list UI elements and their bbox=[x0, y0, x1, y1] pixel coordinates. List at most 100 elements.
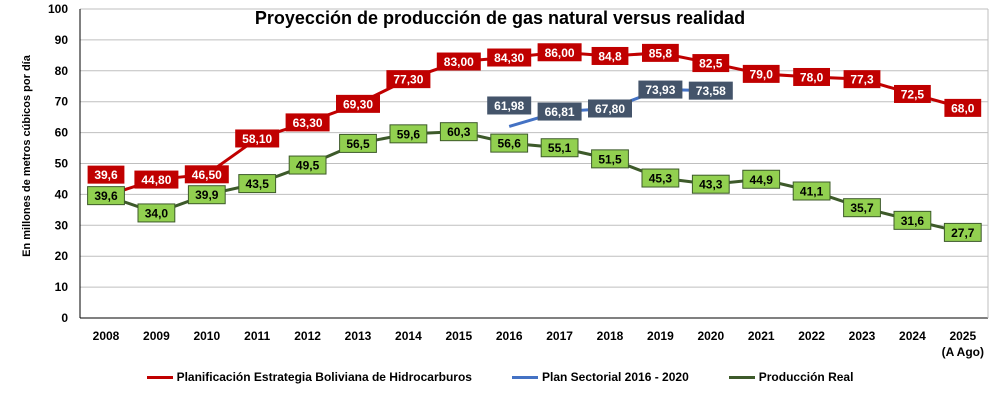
data-label: 79,0 bbox=[742, 64, 780, 83]
x-tick-label: 2010 bbox=[193, 329, 220, 343]
data-label: 77,3 bbox=[843, 70, 881, 89]
data-label-box bbox=[638, 80, 683, 99]
data-label: 68,0 bbox=[944, 98, 982, 117]
data-label-box bbox=[386, 70, 431, 89]
data-label-text: 58,10 bbox=[242, 132, 272, 146]
data-label-box bbox=[540, 138, 579, 158]
data-label-text: 45,3 bbox=[649, 172, 673, 186]
data-label-box bbox=[642, 43, 679, 62]
data-label-text: 66,81 bbox=[545, 105, 575, 119]
data-label: 27,7 bbox=[943, 222, 982, 242]
data-label-text: 82,5 bbox=[699, 57, 723, 71]
data-label: 43,3 bbox=[691, 174, 730, 194]
y-tick-label: 30 bbox=[55, 218, 69, 232]
data-label-box bbox=[843, 70, 881, 89]
legend-swatch bbox=[728, 375, 755, 379]
y-tick-label: 90 bbox=[55, 33, 69, 47]
data-label-text: 63,30 bbox=[293, 116, 323, 130]
x-tick-label: 2011 bbox=[244, 329, 270, 343]
data-label-text: 44,9 bbox=[750, 173, 774, 187]
data-label-box bbox=[641, 168, 680, 188]
data-label-box bbox=[792, 181, 831, 201]
data-label-box bbox=[439, 122, 478, 142]
data-label-box bbox=[336, 94, 380, 113]
y-tick-label: 50 bbox=[55, 157, 69, 171]
y-tick-label: 100 bbox=[48, 2, 68, 16]
x-tick-label: 2009 bbox=[143, 329, 170, 343]
legend-swatch bbox=[146, 375, 173, 379]
x-tick-note: (A Ago) bbox=[942, 345, 984, 359]
data-label: 56,6 bbox=[490, 133, 529, 153]
data-label-text: 77,30 bbox=[393, 73, 423, 87]
data-label: 67,80 bbox=[588, 99, 632, 118]
data-label-box bbox=[487, 48, 532, 67]
data-label: 39,6 bbox=[87, 186, 125, 206]
chart-title: Proyección de producción de gas natural … bbox=[254, 8, 746, 28]
data-label: 59,6 bbox=[389, 124, 428, 144]
legend-item-plan-sectorial: Plan Sectorial 2016 - 2020 bbox=[511, 370, 689, 384]
data-label-text: 31,6 bbox=[901, 214, 925, 228]
data-label: 66,81 bbox=[537, 102, 582, 121]
data-label-box bbox=[692, 54, 730, 73]
data-label-text: 49,5 bbox=[296, 159, 320, 173]
data-label-box bbox=[235, 129, 280, 148]
data-label-box bbox=[288, 155, 327, 175]
data-label-box bbox=[389, 124, 428, 144]
legend-swatch bbox=[511, 375, 538, 379]
series-line bbox=[105, 130, 964, 234]
x-tick-label: 2021 bbox=[748, 329, 775, 343]
y-axis-label: En millones de metros cúbicos por día bbox=[21, 55, 33, 257]
data-label: 69,30 bbox=[336, 94, 380, 113]
data-label-box bbox=[742, 64, 780, 83]
y-tick-label: 70 bbox=[55, 95, 69, 109]
data-label: 46,50 bbox=[184, 165, 229, 184]
data-label-text: 60,3 bbox=[447, 125, 471, 139]
data-label-text: 72,5 bbox=[901, 87, 925, 101]
x-tick-label: 2013 bbox=[345, 329, 372, 343]
data-label-box bbox=[591, 149, 629, 169]
x-tick-label: 2018 bbox=[597, 329, 624, 343]
data-label-text: 46,50 bbox=[192, 168, 222, 182]
legend-label: Plan Sectorial 2016 - 2020 bbox=[541, 370, 689, 384]
data-label-box bbox=[184, 165, 229, 184]
data-label-box bbox=[87, 165, 125, 184]
data-label-text: 78,0 bbox=[800, 70, 824, 84]
x-tick-label: 2019 bbox=[647, 329, 674, 343]
data-label-text: 77,3 bbox=[850, 73, 874, 87]
data-label: 51,5 bbox=[591, 149, 629, 169]
data-label-text: 35,7 bbox=[850, 201, 874, 215]
y-tick-label: 0 bbox=[61, 311, 68, 325]
y-tick-label: 60 bbox=[55, 126, 69, 140]
data-label-text: 85,8 bbox=[649, 46, 673, 60]
data-label-text: 51,5 bbox=[598, 152, 622, 166]
data-label-text: 44,80 bbox=[141, 173, 171, 187]
x-tick-label: 2017 bbox=[546, 329, 573, 343]
data-label-box bbox=[137, 203, 176, 223]
data-label: 78,0 bbox=[793, 67, 830, 86]
data-label-box bbox=[134, 170, 179, 189]
data-label-box bbox=[537, 43, 582, 62]
data-label: 73,58 bbox=[688, 81, 733, 100]
data-label: 60,3 bbox=[439, 122, 478, 142]
data-label-box bbox=[894, 84, 931, 103]
data-label-text: 83,00 bbox=[444, 55, 474, 69]
data-label-box bbox=[944, 98, 982, 117]
data-label: 77,30 bbox=[386, 70, 431, 89]
data-label-box bbox=[893, 210, 932, 230]
legend-item-produccion-real: Producción Real bbox=[728, 370, 853, 384]
data-label: 55,1 bbox=[540, 138, 579, 158]
data-label: 86,00 bbox=[537, 43, 582, 62]
data-label: 72,5 bbox=[894, 84, 931, 103]
data-label-box bbox=[187, 185, 226, 205]
y-tick-label: 20 bbox=[55, 249, 69, 263]
data-label-text: 68,0 bbox=[951, 101, 975, 115]
data-label: 39,6 bbox=[87, 165, 125, 184]
data-label: 31,6 bbox=[893, 210, 932, 230]
series-line bbox=[105, 50, 964, 198]
data-label-text: 67,80 bbox=[595, 102, 625, 116]
data-label: 58,10 bbox=[235, 129, 280, 148]
data-label-text: 59,6 bbox=[397, 127, 421, 141]
data-label: 34,0 bbox=[137, 203, 176, 223]
data-label-text: 73,93 bbox=[645, 83, 675, 97]
